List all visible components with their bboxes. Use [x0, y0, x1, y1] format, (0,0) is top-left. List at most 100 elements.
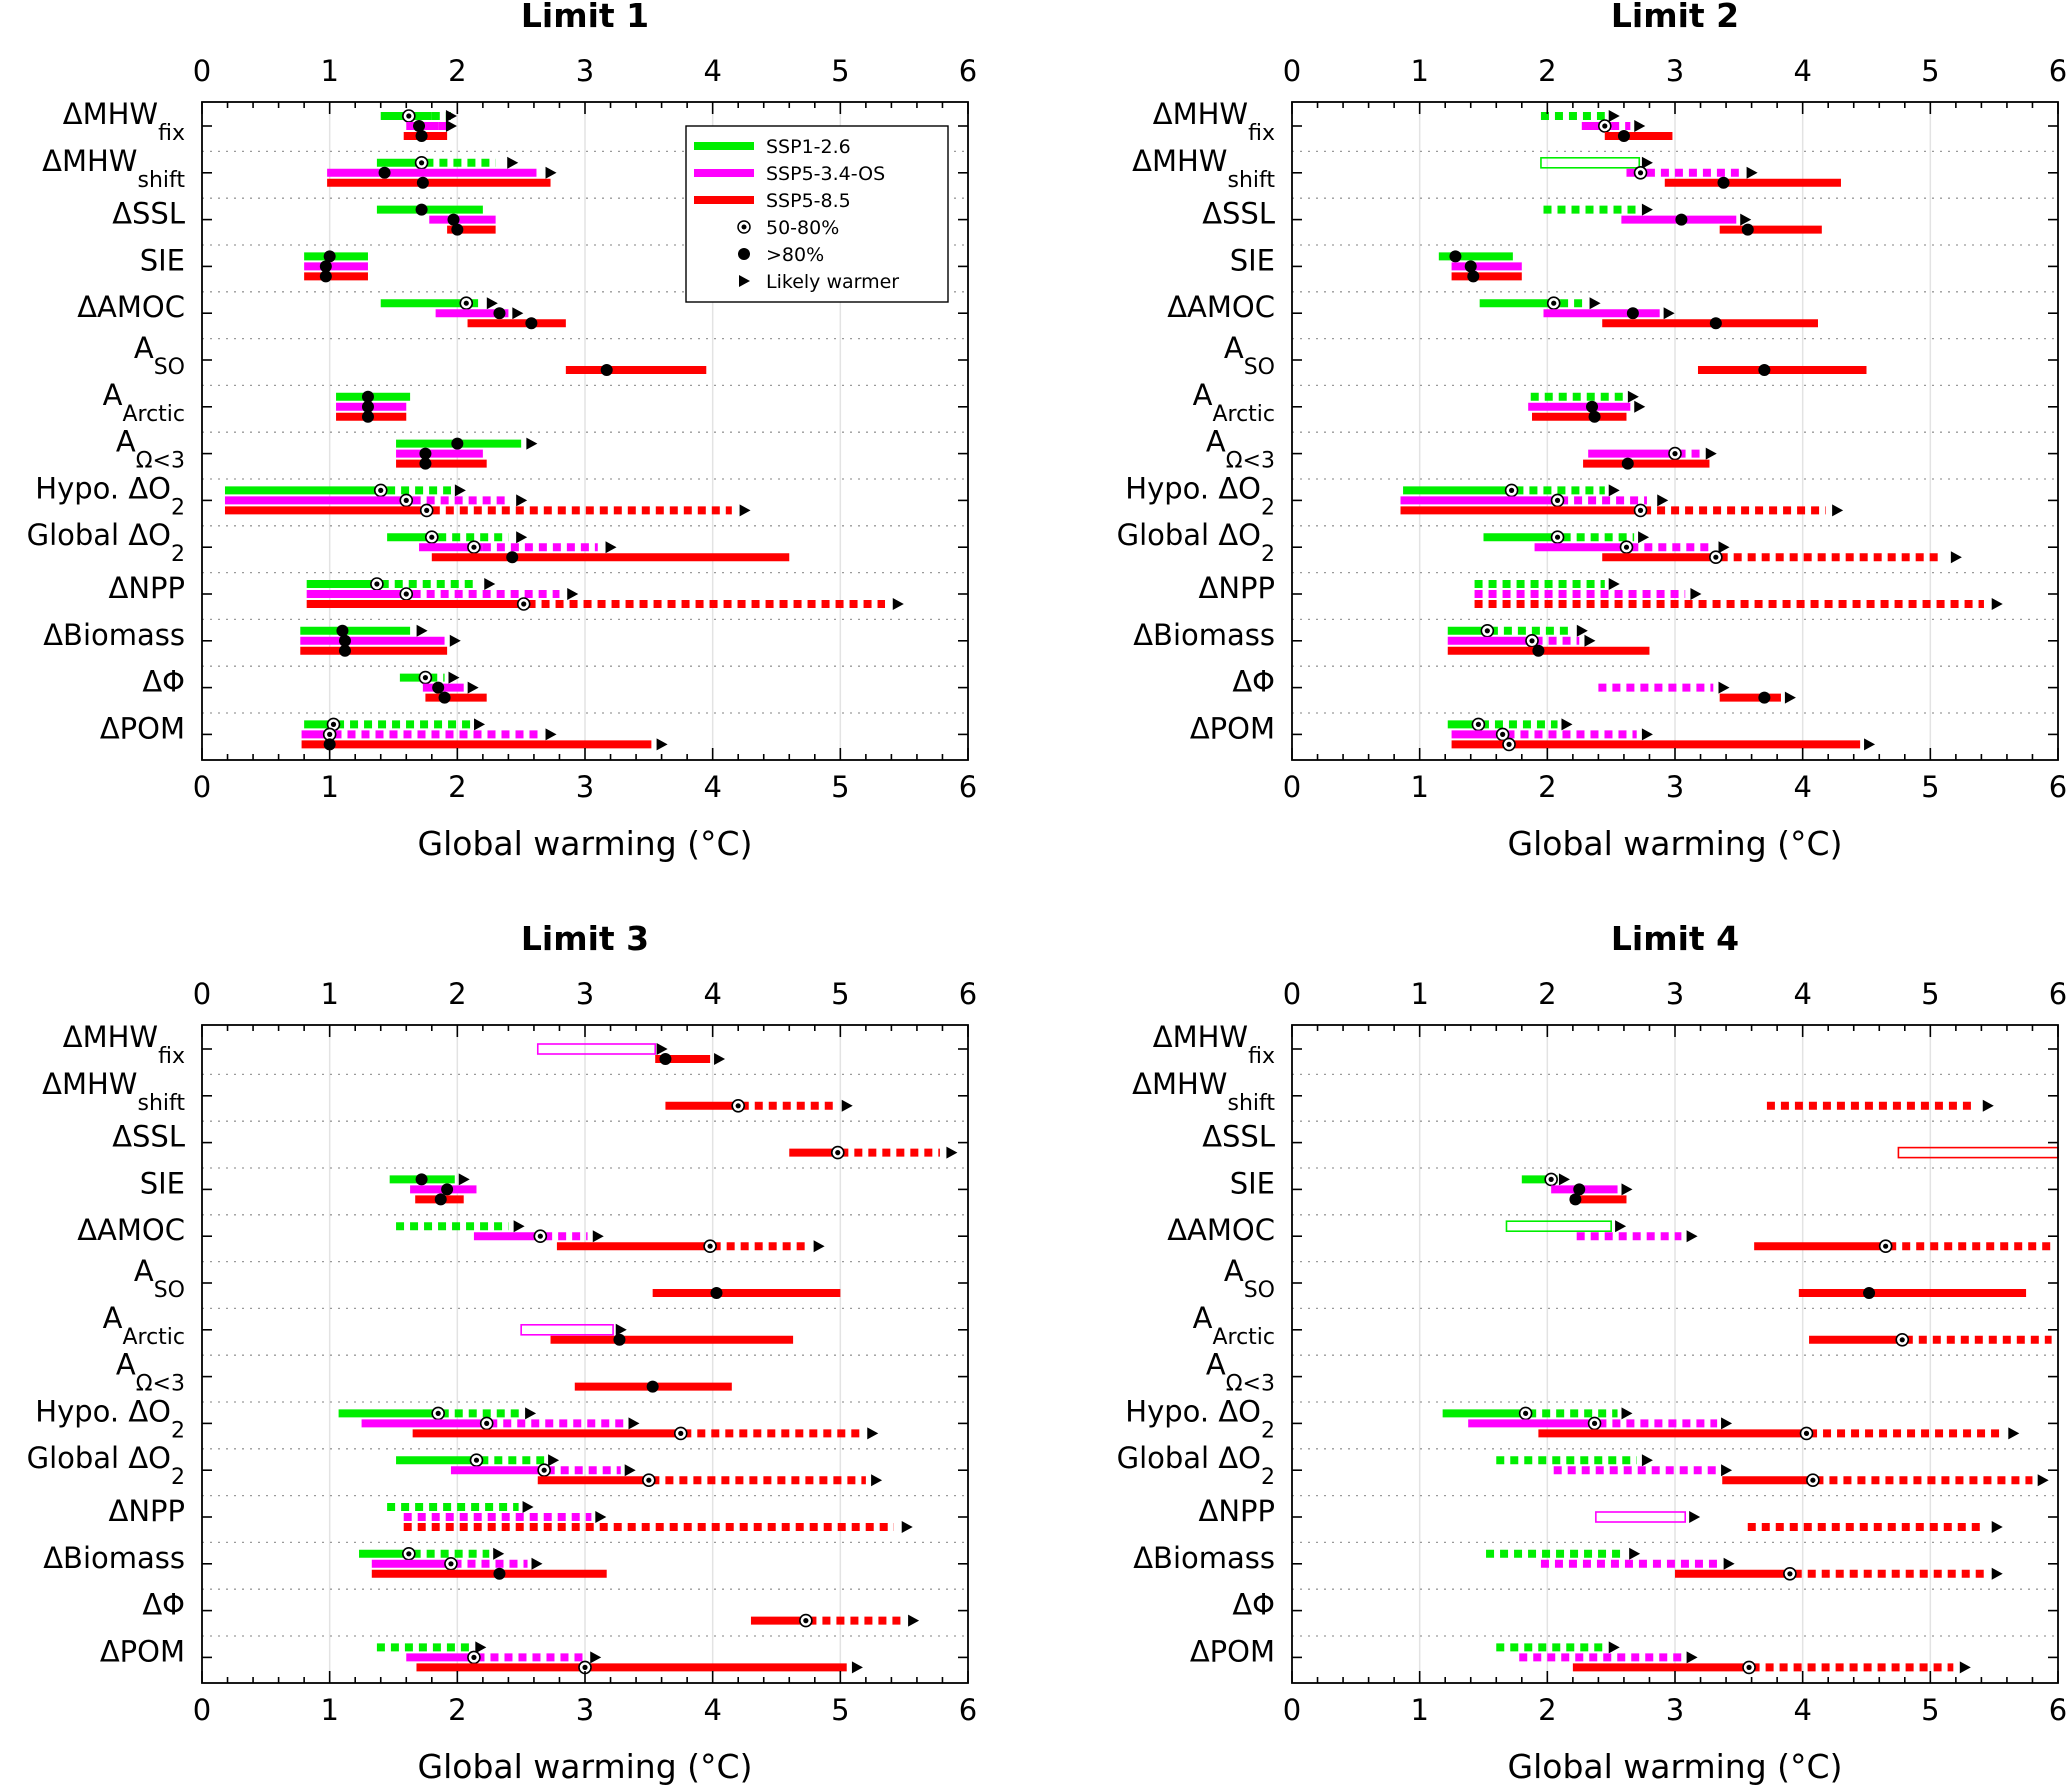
x-tick-label: 5 [1921, 770, 1939, 804]
y-category-label: ΔBiomass [1133, 1541, 1275, 1575]
likely-warmer-triangle [656, 738, 668, 751]
open-range-box [1540, 157, 1641, 169]
x-tick-label: 1 [1410, 1693, 1428, 1727]
likely-warmer-triangle [813, 1240, 825, 1253]
marker-over-80-percent [1532, 644, 1545, 657]
x-tick-label-top: 4 [1793, 54, 1811, 88]
y-label-subscript: 2 [1261, 495, 1275, 520]
row-mhw-shift [665, 1099, 853, 1113]
likely-warmer-triangle [1608, 110, 1620, 122]
marker-over-80-percent [415, 130, 428, 142]
marker-50-80-percent-center [835, 1150, 841, 1156]
row-sie [389, 1173, 477, 1206]
likely-warmer-triangle [1629, 1547, 1641, 1560]
row-npp [387, 1501, 913, 1533]
y-label-main: A [1224, 1254, 1244, 1288]
x-tick-label: 5 [831, 770, 849, 804]
likely-warmer-triangle [545, 728, 557, 741]
marker-over-80-percent [1621, 457, 1634, 470]
y-label-subscript: 2 [1261, 1418, 1275, 1443]
y-label-main: ΔBiomass [1133, 618, 1275, 652]
likely-warmer-triangle [1690, 588, 1702, 600]
legend: SSP1-2.6 SSP5-3.4-OS SSP5-8.5 50-80% >80% Lik… [685, 125, 949, 303]
row-amoc [396, 1220, 825, 1253]
axes-frame [1291, 1024, 2059, 1684]
marker-50-80-percent-center [424, 507, 430, 513]
y-category-label: AΩ<3 [116, 425, 185, 474]
likely-warmer-triangle [512, 307, 524, 320]
row-mhw-fix [380, 109, 457, 142]
y-category-label: ASO [1224, 1254, 1275, 1303]
marker-50-80-percent-center [1554, 534, 1561, 540]
x-tick-label: 3 [576, 1693, 594, 1727]
x-tick-label: 4 [703, 1693, 721, 1727]
x-tick-label: 0 [1283, 770, 1301, 804]
y-category-label: ASO [1224, 331, 1275, 380]
marker-over-80-percent [1626, 307, 1639, 320]
likely-warmer-triangle [1638, 531, 1650, 544]
y-category-label: SIE [140, 1166, 185, 1200]
y-label-subscript: fix [158, 121, 185, 146]
marker-50-80-percent-center [406, 113, 412, 119]
likely-warmer-triangle [1615, 1220, 1627, 1233]
x-tick-label: 5 [1921, 1693, 1939, 1727]
y-category-label: ΔMHWfix [63, 97, 185, 146]
panel-limit-4: ΔMHWfixΔMHWshiftΔSSLSIEΔAMOCASOAArcticAΩ… [1117, 919, 2067, 1786]
row-mhw-shift [1766, 1099, 1994, 1112]
x-axis-label: Global warming (°C) [1508, 824, 1843, 863]
y-category-label: ΔPOM [100, 1634, 185, 1668]
likely-warmer-triangle [1959, 1661, 1971, 1674]
row-amoc [1505, 1220, 2052, 1253]
y-category-label: Hypo. ΔO2 [35, 1394, 185, 1443]
x-tick-label: 4 [1793, 1693, 1811, 1727]
axes-frame [201, 101, 969, 761]
y-label-main: Hypo. ΔO [35, 471, 171, 505]
marker-over-80-percent [1675, 213, 1688, 226]
marker-50-80-percent-center [484, 1420, 490, 1426]
y-category-label: ΔNPP [108, 571, 185, 605]
row-a-arctic [336, 390, 411, 423]
x-tick-label-top: 5 [1921, 977, 1939, 1011]
marker-over-80-percent [361, 400, 374, 413]
x-tick-label: 0 [1283, 1693, 1301, 1727]
y-label-main: ΔMHW [42, 1067, 137, 1101]
row-ssl [789, 1145, 958, 1160]
row-a-so [652, 1287, 841, 1299]
y-label-main: Global ΔO [27, 518, 171, 552]
row-mhw-shift [1540, 156, 1841, 189]
likely-warmer-triangle [1686, 1230, 1698, 1243]
panel-title: Limit 4 [1611, 919, 1739, 958]
marker-over-80-percent [1758, 364, 1771, 376]
y-label-main: ΔMHW [42, 144, 137, 178]
y-label-main: SIE [1230, 243, 1275, 277]
y-label-main: ΔAMOC [1167, 290, 1275, 324]
likely-warmer-triangle [1608, 578, 1620, 590]
marker-over-80-percent [1863, 1287, 1876, 1299]
y-label-main: A [1224, 331, 1244, 365]
likely-warmer-triangle [908, 1614, 920, 1627]
x-tick-label-top: 2 [448, 54, 466, 88]
y-label-main: A [134, 331, 154, 365]
y-category-label: ΔMHWshift [42, 144, 185, 193]
marker-50-80-percent-center [422, 675, 429, 681]
y-label-subscript: SO [154, 355, 185, 380]
x-tick-label: 6 [2049, 1693, 2067, 1727]
y-category-label: ΔAMOC [77, 1213, 185, 1247]
likely-warmer-triangle [1832, 504, 1844, 517]
likely-warmer-triangle [595, 1511, 607, 1523]
likely-warmer-triangle [507, 156, 519, 169]
row-pom [376, 1641, 863, 1675]
x-tick-label-top: 5 [831, 977, 849, 1011]
y-label-main: ΔAMOC [77, 290, 185, 324]
likely-warmer-triangle [1718, 541, 1730, 554]
axes-frame [201, 1024, 969, 1684]
y-category-label: ΔΦ [142, 1588, 185, 1622]
likely-warmer-triangle [1584, 634, 1596, 647]
y-label-main: A [1193, 378, 1213, 412]
x-tick-label: 3 [1666, 770, 1684, 804]
y-label-main: ΔNPP [1198, 571, 1275, 605]
marker-50-80-percent-center [1637, 170, 1644, 176]
row-a-so [1697, 364, 1867, 376]
y-label-subscript: Ω<3 [136, 1372, 185, 1397]
